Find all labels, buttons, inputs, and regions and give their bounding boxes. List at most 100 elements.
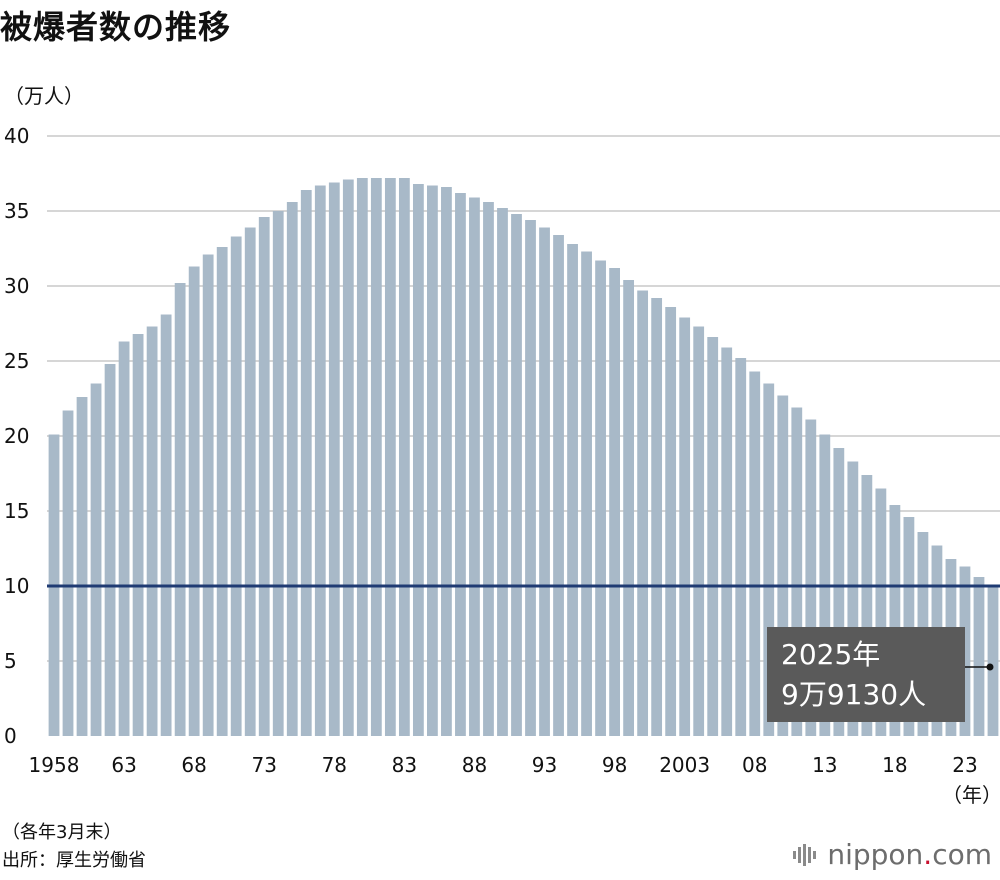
y-tick-label: 25: [4, 349, 29, 373]
x-tick-label: 98: [602, 753, 627, 777]
y-tick-label: 5: [4, 649, 17, 673]
bar-1997: [595, 260, 606, 736]
x-axis-unit-label: （年）: [942, 783, 1000, 807]
y-tick-label: 15: [4, 499, 29, 523]
footnote-date-basis: （各年3月末）: [2, 822, 122, 843]
bar-1993: [539, 227, 550, 736]
bar-1999: [623, 280, 635, 736]
callout-value: 9万9130人: [781, 678, 926, 711]
y-tick-label: 10: [4, 574, 29, 598]
bar-2019: [903, 517, 915, 736]
bar-1967: [174, 283, 186, 736]
bar-2016: [861, 475, 873, 736]
bar-1968: [188, 266, 200, 736]
bar-1962: [104, 364, 116, 736]
y-tick-label: 0: [4, 724, 17, 748]
bar-2017: [875, 488, 887, 736]
bar-2024: [973, 577, 985, 736]
bar-1971: [230, 236, 242, 736]
bar-1975: [286, 202, 298, 736]
bar-1996: [581, 251, 592, 736]
bar-1974: [272, 211, 284, 736]
x-tick-label: 2003: [659, 753, 710, 777]
bar-1986: [441, 187, 452, 736]
callout-leader-dot: [986, 663, 994, 671]
bar-2009: [763, 383, 775, 736]
bar-1969: [202, 254, 214, 736]
bar-2008: [749, 371, 761, 736]
bar-1990: [497, 208, 508, 736]
footnote-source: 出所：厚生労働省: [2, 850, 146, 871]
bar-1983: [398, 178, 410, 736]
logo-dot: .: [923, 838, 933, 871]
bar-1965: [146, 326, 158, 736]
bar-2014: [833, 448, 845, 736]
bar-2000: [637, 290, 649, 736]
callout-box: [767, 627, 965, 722]
bar-1978: [328, 182, 340, 736]
x-tick-label: 73: [252, 753, 277, 777]
x-tick-label: 88: [462, 753, 487, 777]
bar-2002: [665, 307, 677, 736]
x-tick-label: 23: [952, 753, 977, 777]
bar-1987: [455, 193, 466, 736]
bar-2005: [707, 337, 719, 736]
bar-1989: [483, 202, 494, 736]
bar-2012: [805, 419, 817, 736]
y-axis-unit-label: （万人）: [4, 84, 84, 108]
annotation-callout: 2025年 9万9130人: [767, 627, 994, 722]
bar-1970: [216, 247, 228, 736]
x-tick-label: 08: [742, 753, 767, 777]
bar-1979: [342, 179, 354, 736]
bar-1966: [160, 314, 172, 736]
bar-1977: [314, 185, 326, 736]
bar-1961: [90, 383, 102, 736]
bar-2025: [987, 587, 999, 736]
nippon-logo-mark-icon: [793, 843, 817, 866]
bar-2011: [791, 407, 803, 736]
bar-1984: [412, 184, 424, 736]
bar-1981: [370, 178, 382, 736]
x-tick-label: 13: [812, 753, 837, 777]
bar-1960: [76, 397, 88, 736]
bar-1980: [356, 178, 368, 736]
x-tick-layer: 1958 63 68 73 78 83 88 93 98 2003 08 13 18 23: [29, 753, 978, 777]
x-tick-label: 93: [532, 753, 557, 777]
chart-title: 被爆者数の推移: [0, 8, 232, 46]
bar-2015: [847, 461, 859, 736]
bar-2018: [889, 505, 901, 736]
bar-2010: [777, 395, 789, 736]
bar-2007: [735, 358, 747, 736]
y-tick-label: 35: [4, 199, 29, 223]
logo-text: nippon: [827, 838, 924, 871]
y-tick-label: 30: [4, 274, 29, 298]
bar-1982: [384, 178, 396, 736]
bar-2004: [693, 326, 705, 736]
bar-1973: [258, 217, 270, 736]
nippon-logo: nippon. com: [791, 838, 992, 871]
bar-2003: [679, 317, 691, 736]
bar-1998: [609, 268, 620, 736]
bar-1976: [300, 190, 312, 736]
x-tick-label: 83: [392, 753, 417, 777]
bar-1994: [553, 235, 564, 736]
x-tick-label: 78: [322, 753, 347, 777]
bar-1972: [244, 227, 256, 736]
bar-1988: [469, 197, 480, 736]
bar-layer: [48, 178, 999, 736]
bar-2006: [721, 347, 733, 736]
callout-year: 2025年: [781, 638, 880, 671]
y-tick-label: 20: [4, 424, 29, 448]
bar-1992: [525, 220, 536, 736]
x-tick-label: 18: [882, 753, 907, 777]
y-tick-layer: 0 5 10 15 20 25 30 35 40: [4, 124, 29, 748]
y-tick-label: 40: [4, 124, 29, 148]
x-tick-label: 63: [111, 753, 136, 777]
bar-2001: [651, 298, 663, 736]
bar-1963: [118, 341, 130, 736]
bar-1985: [427, 185, 438, 736]
x-tick-label: 1958: [29, 753, 80, 777]
bar-1959: [62, 410, 74, 736]
logo-suffix: com: [932, 838, 992, 871]
